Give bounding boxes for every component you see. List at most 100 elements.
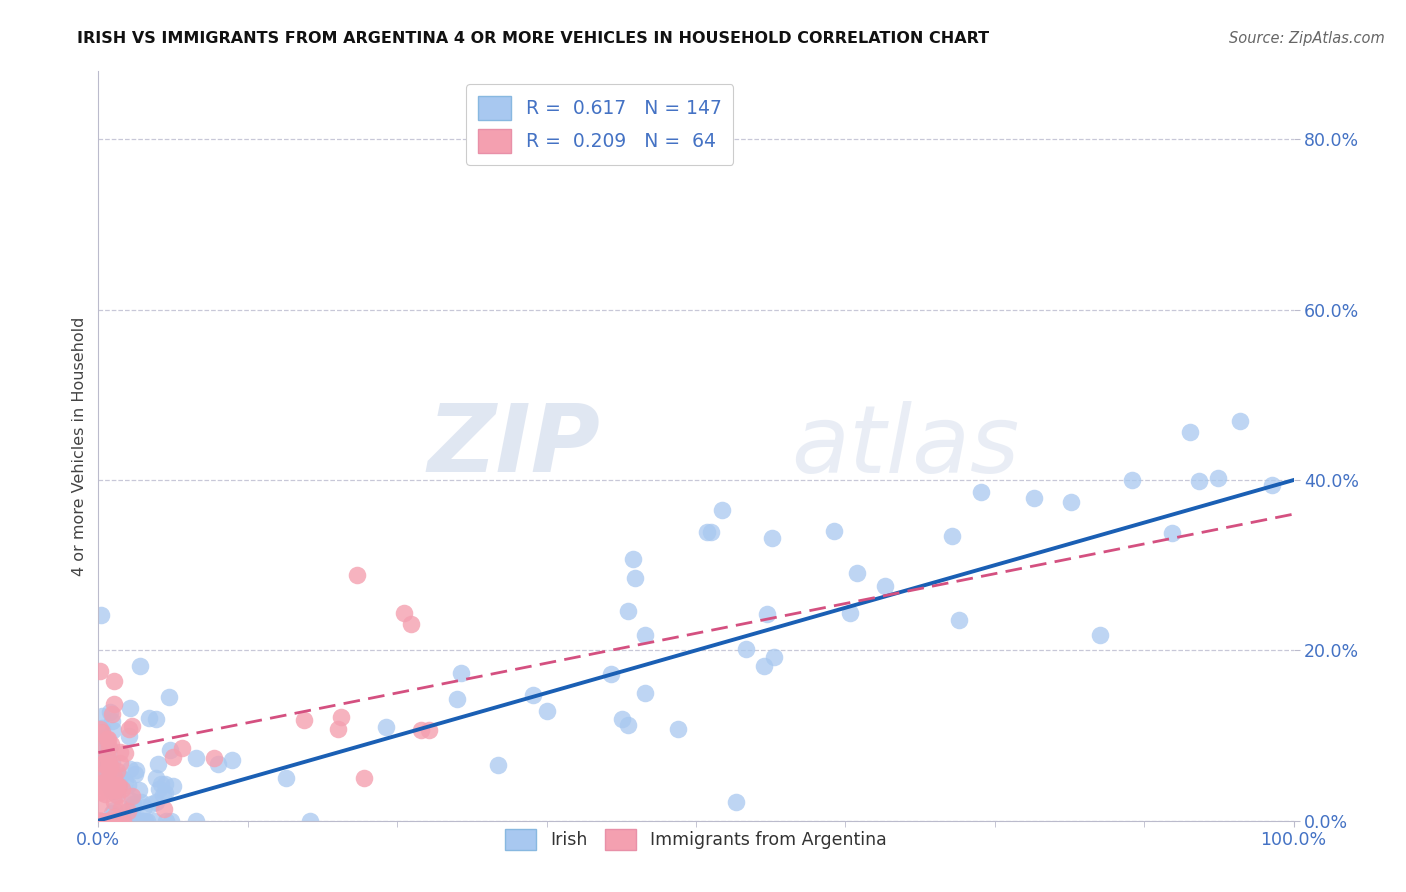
Point [91, 764, 114, 778]
Y-axis label: 4 or more Vehicles in Household: 4 or more Vehicles in Household [72, 317, 87, 575]
Point [89, 797, 111, 811]
Point [762, 650, 785, 665]
Point [103, 795, 125, 809]
Point [96, 814, 118, 828]
Point [129, 814, 152, 828]
Point [374, 720, 396, 734]
Point [96, 759, 118, 773]
Point [114, 747, 136, 761]
Point [100, 759, 122, 773]
Point [121, 797, 143, 811]
Point [91, 743, 114, 757]
Point [100, 771, 122, 785]
Point [94, 787, 117, 801]
Point [94, 774, 117, 789]
Point [135, 814, 157, 828]
Point [124, 766, 146, 780]
Point [114, 774, 136, 789]
Point [117, 729, 139, 743]
Point [103, 770, 125, 784]
Point [1229, 415, 1251, 429]
Point [117, 778, 139, 792]
Point [117, 804, 139, 818]
Point [129, 659, 152, 673]
Point [536, 704, 558, 718]
Point [96, 731, 118, 746]
Point [124, 814, 146, 828]
Point [101, 714, 124, 729]
Point [89, 814, 111, 828]
Point [1187, 474, 1209, 488]
Point [91, 756, 114, 771]
Point [127, 814, 149, 828]
Point [159, 814, 181, 828]
Point [145, 796, 167, 810]
Point [131, 814, 153, 828]
Point [91, 768, 114, 782]
Point [91, 814, 114, 828]
Point [96, 772, 118, 787]
Point [125, 763, 148, 777]
Point [96, 749, 118, 764]
Point [118, 722, 141, 736]
Point [90, 607, 112, 622]
Point [150, 777, 173, 791]
Point [1024, 491, 1046, 506]
Point [101, 707, 124, 722]
Point [122, 814, 145, 828]
Point [89, 785, 111, 799]
Point [89, 664, 111, 678]
Point [104, 783, 127, 797]
Point [98, 763, 121, 777]
Point [103, 673, 125, 688]
Point [184, 751, 207, 765]
Point [138, 711, 160, 725]
Point [207, 756, 229, 771]
Point [105, 814, 128, 828]
Point [875, 579, 897, 593]
Point [142, 814, 165, 828]
Point [221, 753, 243, 767]
Point [114, 814, 136, 828]
Point [90, 776, 112, 790]
Point [418, 723, 440, 738]
Point [121, 719, 143, 733]
Point [184, 814, 207, 828]
Point [107, 814, 129, 828]
Point [145, 771, 167, 785]
Point [90, 777, 112, 791]
Point [98, 814, 121, 828]
Point [624, 571, 647, 585]
Point [98, 706, 121, 720]
Point [121, 814, 143, 828]
Point [100, 764, 122, 778]
Point [91, 731, 114, 746]
Point [845, 566, 868, 581]
Point [87, 814, 110, 828]
Point [346, 567, 368, 582]
Point [115, 814, 138, 828]
Point [486, 758, 509, 772]
Point [141, 797, 163, 812]
Point [128, 814, 150, 828]
Text: IRISH VS IMMIGRANTS FROM ARGENTINA 4 OR MORE VEHICLES IN HOUSEHOLD CORRELATION C: IRISH VS IMMIGRANTS FROM ARGENTINA 4 OR … [77, 31, 990, 46]
Point [131, 814, 153, 828]
Point [111, 814, 134, 828]
Point [329, 710, 352, 724]
Point [100, 737, 122, 751]
Point [129, 795, 152, 809]
Legend: Irish, Immigrants from Argentina: Irish, Immigrants from Argentina [498, 822, 894, 857]
Point [761, 531, 783, 545]
Point [100, 805, 122, 820]
Point [120, 701, 142, 715]
Point [128, 783, 150, 797]
Point [101, 755, 124, 769]
Point [153, 802, 176, 816]
Point [108, 814, 131, 828]
Point [101, 723, 124, 738]
Point [117, 814, 139, 828]
Point [103, 810, 125, 824]
Text: ZIP: ZIP [427, 400, 600, 492]
Point [115, 814, 138, 828]
Point [107, 814, 129, 828]
